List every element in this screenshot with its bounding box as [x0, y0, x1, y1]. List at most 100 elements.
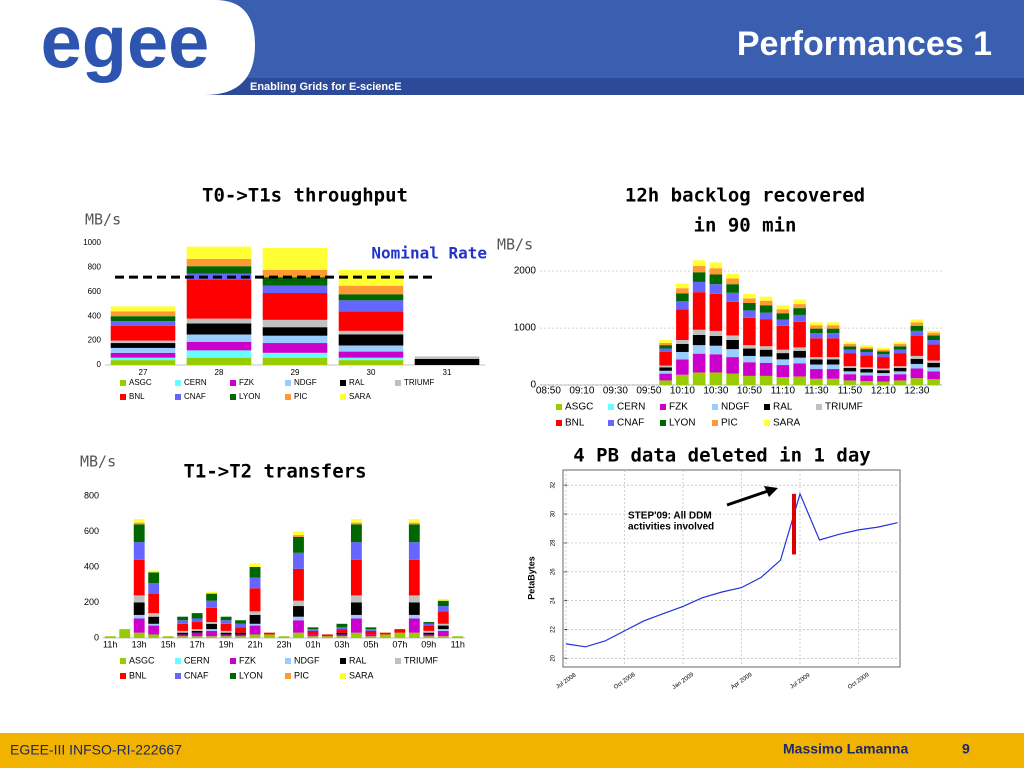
bar-segment	[776, 377, 790, 385]
bar-segment	[365, 629, 377, 631]
y-tick-label: 24	[551, 597, 557, 604]
legend-label: NDGF	[294, 378, 317, 387]
bar-segment	[659, 342, 672, 346]
bar-segment	[877, 351, 890, 355]
legend-swatch	[764, 420, 770, 426]
y-tick-label: 0	[94, 632, 99, 642]
legend-swatch	[608, 420, 614, 426]
bar-segment	[365, 627, 377, 630]
bar-segment	[133, 595, 145, 603]
bar-segment	[843, 353, 857, 367]
bar-segment	[692, 353, 706, 373]
bar-segment	[759, 305, 773, 313]
bar-segment	[927, 335, 940, 341]
bar-segment	[793, 314, 806, 322]
bar-segment	[910, 319, 924, 323]
legend-swatch	[340, 380, 346, 386]
x-tick-label: 13h	[132, 639, 147, 649]
bar-segment	[860, 369, 873, 373]
x-tick-label: 31	[443, 368, 452, 377]
bar-segment	[877, 381, 890, 385]
y-tick-label: 20	[551, 654, 557, 661]
bar-segment	[186, 246, 252, 259]
legend-swatch	[764, 404, 770, 410]
y-tick-label: 400	[88, 311, 102, 320]
bar-segment	[793, 357, 806, 364]
bar-segment	[408, 618, 420, 633]
bar-segment	[759, 312, 773, 320]
bar-segment	[860, 367, 873, 370]
bar-segment	[759, 300, 773, 306]
bar-segment	[910, 358, 924, 364]
line-chart-frame	[562, 469, 901, 668]
bar-segment	[186, 357, 252, 365]
legend-label: RAL	[349, 655, 367, 665]
legend-swatch	[120, 394, 126, 400]
x-tick-label: 11:30	[804, 386, 829, 397]
x-tick-label: 09:30	[603, 386, 628, 397]
bar-segment	[676, 293, 689, 302]
bar-segment	[264, 634, 275, 638]
bar-segment	[206, 636, 218, 638]
bar-segment	[437, 630, 449, 637]
bar-segment	[927, 332, 940, 336]
bar-segment	[408, 614, 420, 619]
bar-segment	[119, 629, 131, 638]
bar-segment	[659, 380, 672, 385]
legend-swatch	[175, 658, 181, 664]
bar-segment	[177, 623, 189, 631]
legend-label: RAL	[349, 378, 365, 387]
bar-segment	[893, 371, 907, 375]
bar-segment	[133, 542, 145, 560]
y-tick-label: 28	[551, 539, 557, 546]
bar-segment	[262, 343, 328, 353]
bar-segment	[860, 355, 873, 368]
bar-segment	[262, 269, 328, 278]
x-tick-label: 11:50	[838, 386, 863, 397]
bar-segment	[676, 359, 689, 375]
bar-segment	[408, 519, 420, 523]
legend-label: LYON	[239, 670, 263, 680]
bar-segment	[186, 323, 252, 335]
bar-segment	[810, 325, 823, 329]
legend-label: FZK	[239, 378, 255, 387]
bar-segment	[338, 334, 404, 346]
bar-segment	[843, 374, 857, 381]
y-axis-label: MB/s	[80, 453, 116, 471]
bar-segment	[423, 636, 435, 638]
y-tick-label: 22	[551, 625, 557, 632]
bar-segment	[206, 591, 218, 594]
bar-segment	[910, 355, 924, 359]
bar-segment	[709, 268, 723, 275]
bar-segment	[659, 373, 672, 381]
bar-segment	[148, 572, 160, 583]
bar-segment	[776, 313, 790, 320]
bar-segment	[927, 340, 940, 345]
bar-segment	[206, 623, 218, 630]
bar-segment	[860, 375, 873, 382]
bar-segment	[110, 343, 176, 348]
x-tick-label: 10:50	[737, 386, 762, 397]
chart-title: 4 PB data deleted in 1 day	[573, 445, 870, 467]
bar-segment	[843, 346, 857, 350]
bar-segment	[810, 328, 823, 334]
bar-segment	[177, 636, 189, 638]
bar-segment	[191, 629, 203, 631]
bar-segment	[709, 336, 723, 346]
bar-segment	[437, 600, 449, 607]
bar-segment	[726, 373, 739, 385]
bar-segment	[110, 321, 176, 326]
bar-segment	[408, 632, 420, 638]
bar-segment	[910, 378, 924, 385]
bar-segment	[692, 265, 706, 273]
legend-label: BNL	[129, 392, 145, 401]
bar-segment	[262, 293, 328, 320]
page-number: 9	[962, 741, 970, 757]
bar-segment	[338, 351, 404, 358]
bar-segment	[810, 338, 823, 358]
bar-segment	[452, 636, 464, 638]
bar-segment	[776, 319, 790, 326]
y-tick-label: 32	[551, 481, 557, 488]
bar-segment	[408, 542, 420, 560]
arrow-head	[764, 486, 778, 497]
